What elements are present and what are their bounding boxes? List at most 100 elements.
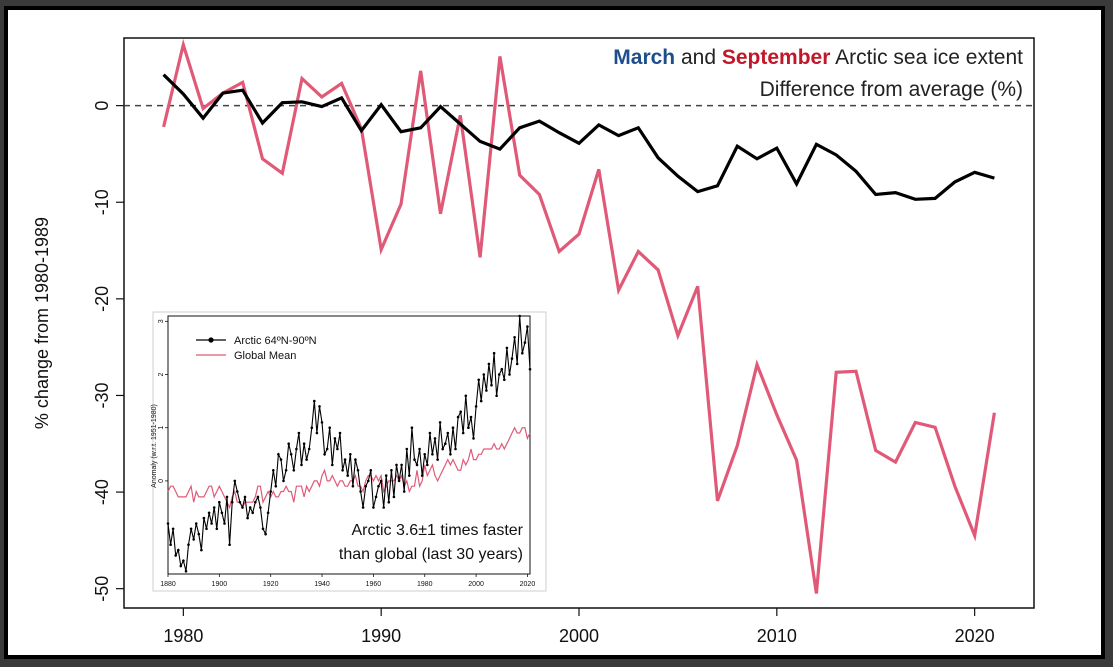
arctic-data-point bbox=[233, 479, 237, 483]
arctic-data-point bbox=[236, 490, 239, 493]
arctic-data-point bbox=[500, 367, 504, 371]
inset-annotation-line1: Arctic 3.6±1 times faster bbox=[352, 522, 524, 539]
inset-x-tick-label: 1940 bbox=[314, 581, 330, 588]
inset-y-tick-label: 1 bbox=[158, 426, 165, 430]
arctic-data-point bbox=[336, 447, 339, 451]
arctic-data-point bbox=[241, 506, 244, 509]
x-axis: 1980 1990 2000 2010 2020 bbox=[163, 608, 995, 646]
arctic-data-point bbox=[197, 532, 201, 536]
arctic-data-point bbox=[521, 351, 524, 355]
arctic-data-point bbox=[431, 453, 434, 456]
arctic-data-point bbox=[333, 437, 337, 440]
y-tick-label: -50 bbox=[92, 576, 112, 602]
arctic-data-point bbox=[212, 506, 216, 509]
inset-x-tick-label: 1980 bbox=[417, 581, 433, 588]
arctic-data-point bbox=[410, 426, 414, 430]
arctic-data-point bbox=[225, 495, 229, 499]
chart-title: March and September Arctic sea ice exten… bbox=[613, 46, 1023, 69]
arctic-data-point bbox=[346, 474, 350, 477]
arctic-data-point bbox=[354, 458, 357, 461]
arctic-data-point bbox=[323, 453, 326, 456]
arctic-data-point bbox=[451, 426, 455, 430]
y-tick-label: -10 bbox=[92, 189, 112, 215]
arctic-data-point bbox=[446, 431, 450, 435]
arctic-data-point bbox=[207, 511, 211, 515]
arctic-data-point bbox=[259, 506, 262, 509]
arctic-data-point bbox=[341, 469, 344, 472]
arctic-data-point bbox=[187, 543, 190, 546]
arctic-data-point bbox=[266, 511, 270, 515]
arctic-data-point bbox=[305, 458, 308, 461]
inset-x-axis: 1880 1900 1920 1940 1960 1980 2000 2020 bbox=[160, 574, 535, 588]
arctic-data-point bbox=[182, 559, 185, 562]
x-tick-label: 1990 bbox=[361, 626, 401, 646]
arctic-data-point bbox=[392, 495, 396, 499]
global-mean-series-line bbox=[167, 426, 531, 510]
arctic-data-point bbox=[479, 399, 483, 403]
arctic-data-point bbox=[495, 394, 498, 398]
arctic-data-point bbox=[382, 506, 386, 509]
arctic-data-point bbox=[272, 469, 275, 472]
arctic-data-point bbox=[243, 495, 247, 499]
arctic-data-point bbox=[184, 570, 188, 573]
chart-subtitle: Difference from average (%) bbox=[760, 78, 1023, 101]
arctic-data-point bbox=[441, 447, 445, 451]
march-series-line bbox=[162, 73, 995, 201]
arctic-data-point bbox=[364, 484, 368, 488]
arctic-data-point bbox=[215, 527, 219, 531]
inset-x-tick-label: 2020 bbox=[520, 581, 536, 588]
arctic-data-point bbox=[282, 479, 285, 483]
arctic-data-point bbox=[508, 373, 511, 376]
arctic-data-point bbox=[387, 500, 391, 504]
arctic-data-point bbox=[482, 373, 486, 376]
x-tick-label: 2000 bbox=[559, 626, 599, 646]
inset-x-tick-label: 1900 bbox=[212, 581, 228, 588]
arctic-data-point bbox=[310, 426, 314, 430]
arctic-data-point bbox=[169, 543, 172, 546]
arctic-data-point bbox=[405, 447, 409, 451]
arctic-data-point bbox=[372, 506, 375, 509]
inset-y-tick-label: 2 bbox=[158, 372, 165, 376]
arctic-data-point bbox=[474, 405, 478, 408]
arctic-data-point bbox=[315, 431, 319, 435]
arctic-data-point bbox=[295, 447, 298, 451]
inset-x-tick-label: 1880 bbox=[160, 581, 176, 588]
arctic-data-point bbox=[467, 426, 470, 430]
arctic-data-point bbox=[477, 378, 481, 382]
arctic-data-point bbox=[526, 325, 529, 328]
arctic-data-point bbox=[464, 394, 468, 398]
arctic-data-point bbox=[523, 341, 527, 344]
arctic-data-point bbox=[515, 362, 519, 366]
main-series-group bbox=[162, 38, 996, 594]
arctic-data-point bbox=[269, 490, 273, 493]
arctic-data-point bbox=[472, 437, 475, 440]
inset-x-tick-label: 1920 bbox=[263, 581, 279, 588]
y-tick-label: -40 bbox=[92, 479, 112, 505]
arctic-data-point bbox=[202, 516, 206, 520]
arctic-data-point bbox=[302, 442, 306, 446]
arctic-data-point bbox=[261, 527, 265, 531]
arctic-data-point bbox=[238, 500, 242, 504]
arctic-data-point bbox=[331, 463, 334, 467]
arctic-data-point bbox=[503, 378, 506, 382]
inset-y-tick-label: 0 bbox=[158, 479, 165, 483]
inset-y-tick-label: 3 bbox=[158, 319, 165, 323]
x-tick-label: 2010 bbox=[757, 626, 797, 646]
arctic-data-point bbox=[356, 469, 360, 472]
arctic-data-point bbox=[313, 399, 316, 403]
arctic-data-point bbox=[513, 336, 516, 339]
legend-arctic-marker bbox=[208, 337, 214, 343]
arctic-data-point bbox=[246, 516, 249, 520]
y-tick-label: -20 bbox=[92, 286, 112, 312]
arctic-data-point bbox=[359, 490, 362, 493]
arctic-data-point bbox=[205, 527, 208, 531]
arctic-data-point bbox=[528, 367, 532, 371]
arctic-data-point bbox=[497, 373, 501, 376]
arctic-data-point bbox=[400, 463, 403, 467]
arctic-data-point bbox=[318, 405, 321, 408]
arctic-data-point bbox=[438, 421, 442, 424]
arctic-data-point bbox=[174, 554, 177, 557]
arctic-data-point bbox=[297, 431, 301, 435]
inset-y-axis: 0 1 2 3 bbox=[158, 319, 168, 483]
arctic-data-point bbox=[367, 479, 370, 483]
